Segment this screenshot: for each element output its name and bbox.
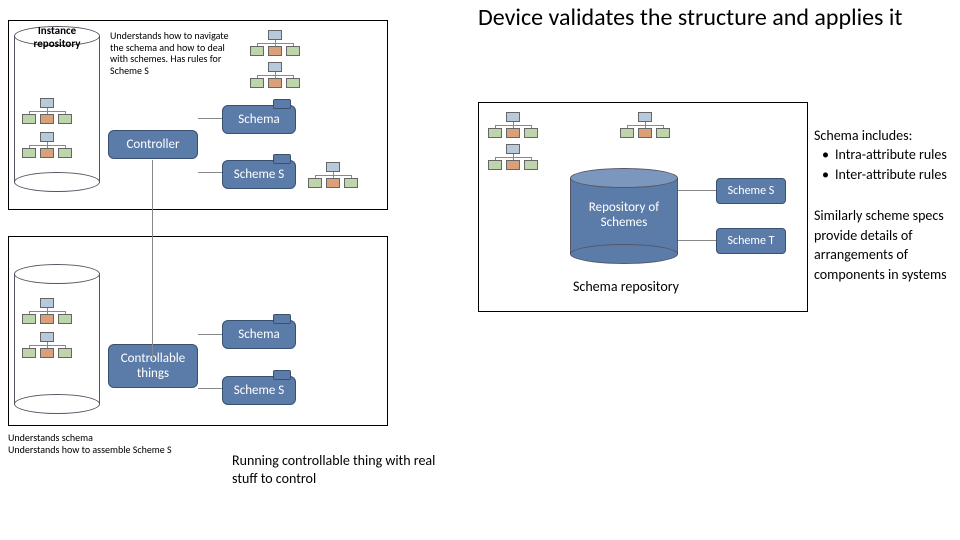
connector-ct-scheme <box>198 388 222 389</box>
understands-line-1: Understands schema <box>8 432 258 444</box>
connector-ct-schema <box>198 334 222 335</box>
controllable-things-node: Controllable things <box>108 344 198 388</box>
page-title: Device validates the structure and appli… <box>478 4 918 32</box>
scheme-s-node-2: Scheme S <box>222 376 296 405</box>
bullet-2-text: Inter-attribute rules <box>835 166 947 183</box>
schema-label-1: Schema <box>238 112 279 127</box>
schema-node-1: Schema <box>222 105 296 134</box>
connector-controller-controllable <box>152 160 153 360</box>
running-text: Running controllable thing with real stu… <box>232 452 462 487</box>
scheme-s-label-2: Scheme S <box>234 383 285 398</box>
connector-repo-t <box>678 240 716 241</box>
scheme-t-cap: Scheme T <box>716 228 786 254</box>
bullet-2: •Inter-attribute rules <box>814 166 960 183</box>
controller-node: Controller <box>108 130 198 159</box>
bullet-1-text: Intra-attribute rules <box>835 146 947 163</box>
understands-line-2: Understands how to assemble Scheme S <box>8 444 258 456</box>
instance-repository-cylinder <box>14 26 100 192</box>
controller-description: Understands how to navigate the schema a… <box>110 30 240 76</box>
schema-includes-heading: Schema includes: <box>814 126 960 146</box>
schema-label-2: Schema <box>238 327 279 342</box>
connector-repo-s <box>678 190 716 191</box>
scheme-s-cap: Scheme S <box>716 178 786 204</box>
scheme-s-label-1: Scheme S <box>234 167 285 182</box>
bullet-1: •Intra-attribute rules <box>814 146 960 163</box>
schema-node-2: Schema <box>222 320 296 349</box>
right-paragraph: Similarly scheme specs provide details o… <box>814 206 960 284</box>
instance-repository-label: Instance repository <box>20 24 94 50</box>
repository-schemes-label: Repository of Schemes <box>574 200 674 230</box>
scheme-s-node-1: Scheme S <box>222 160 296 189</box>
controllable-cylinder <box>14 264 100 414</box>
connector-controller-schema <box>198 118 222 119</box>
connector-controller-scheme <box>198 172 222 173</box>
schema-repository-label: Schema repository <box>546 278 706 295</box>
